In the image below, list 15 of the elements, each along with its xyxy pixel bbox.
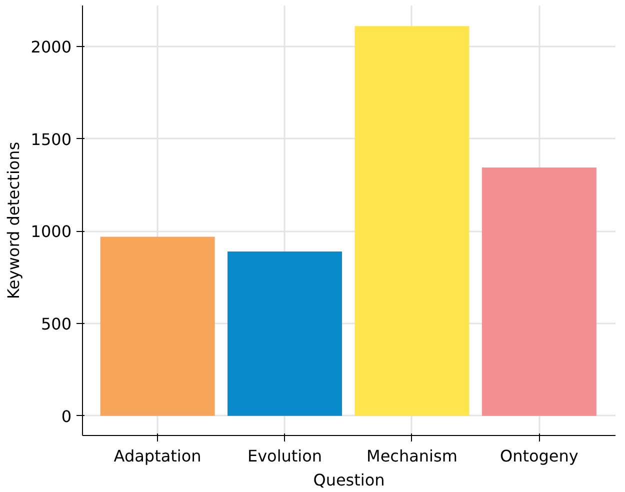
bar bbox=[228, 252, 342, 416]
bar bbox=[482, 167, 596, 416]
y-tick-label: 500 bbox=[40, 314, 72, 334]
x-tick-label: Ontogeny bbox=[500, 446, 578, 466]
x-tick-label: Adaptation bbox=[114, 446, 202, 466]
bar bbox=[354, 26, 470, 416]
y-tick-label: 1500 bbox=[30, 130, 72, 149]
x-tick-label: Mechanism bbox=[366, 446, 458, 466]
bar bbox=[100, 236, 215, 416]
y-tick-label: 2000 bbox=[30, 38, 72, 57]
x-axis-title: Question bbox=[313, 470, 385, 490]
y-axis-title: Keyword detections bbox=[4, 142, 23, 300]
y-tick-label: 1000 bbox=[30, 222, 72, 242]
y-tick-label: 0 bbox=[61, 406, 72, 426]
x-tick-label: Evolution bbox=[247, 446, 322, 466]
